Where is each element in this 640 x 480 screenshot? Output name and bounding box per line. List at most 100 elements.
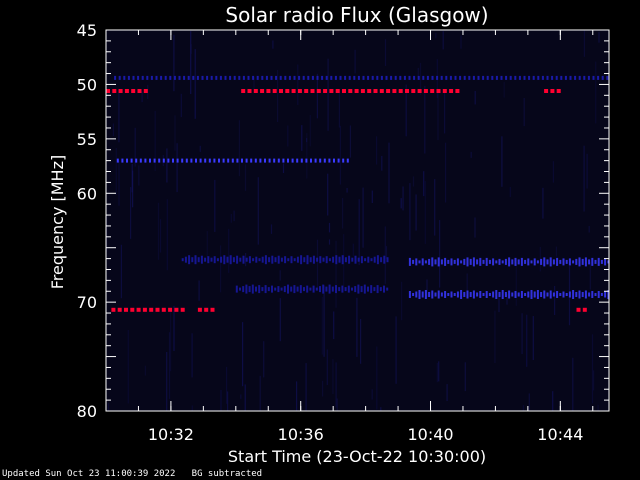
emission-band-mark [242,255,245,264]
emission-band-mark [284,256,287,264]
noise-streak [309,115,311,147]
emission-mark [183,75,186,80]
emission-band-mark [197,257,200,263]
emission-band-mark [604,291,607,298]
emission-band-mark [216,258,219,262]
emission-band-mark [370,285,373,294]
emission-band-mark [607,260,610,264]
emission-mark [564,75,567,80]
emission-band-mark [524,293,527,296]
noise-streak [157,202,160,260]
emission-mark [187,75,190,80]
emission-mark [333,158,335,163]
emission-band-mark [341,285,344,293]
noise-streak [506,293,508,305]
noise-streak [173,34,175,92]
emission-mark [117,307,122,312]
emission-mark [376,75,379,80]
emission-mark [569,75,572,80]
emission-band-mark [517,292,520,297]
emission-band-mark [239,257,242,262]
emission-mark [371,75,374,80]
emission-band-mark [360,286,363,293]
emission-band-mark [584,290,587,299]
emission-mark [196,75,199,80]
emission-band-mark [264,285,267,294]
emission-band-mark [412,293,415,296]
emission-mark [279,75,282,80]
emission-band-mark [476,292,479,297]
emission-band-mark [367,256,370,263]
emission-band-mark [472,290,475,299]
noise-streak [306,138,308,143]
emission-band-mark [376,255,379,265]
noise-streak [316,73,318,119]
emission-band-mark [572,260,575,264]
noise-streak [586,153,588,189]
emission-band-mark [444,291,447,298]
emission-band-mark [309,287,312,291]
emission-mark [206,75,209,80]
noise-streak [107,402,110,411]
noise-streak [412,176,415,187]
emission-mark [259,158,262,163]
emission-band-mark [568,291,571,298]
emission-band-mark [511,292,514,297]
emission-band-mark [341,255,344,265]
emission-band-mark [354,255,357,264]
emission-mark [455,89,460,93]
noise-streak [144,365,146,376]
noise-streak [595,61,597,124]
emission-mark [310,89,315,93]
x-tick-label: 10:44 [537,425,583,444]
emission-mark [514,75,517,80]
emission-mark [601,75,604,80]
noise-streak [166,148,168,183]
noise-streak [521,313,523,355]
noise-streak [552,391,554,411]
emission-mark [208,158,211,163]
emission-band-mark [424,290,427,299]
emission-band-mark [565,259,568,264]
emission-mark [314,158,317,163]
emission-mark [204,307,209,312]
emission-band-mark [508,290,511,299]
emission-band-mark [568,258,571,266]
emission-band-mark [559,293,562,296]
emission-band-mark [492,291,495,298]
emission-mark [323,89,328,93]
emission-band-mark [357,257,360,262]
emission-band-mark [344,257,347,263]
emission-band-mark [466,290,469,299]
emission-band-mark [562,291,565,298]
emission-mark [127,75,130,80]
noise-streak [554,286,556,315]
emission-band-mark [220,256,223,263]
emission-band-mark [383,255,386,264]
emission-band-mark [207,256,210,264]
emission-mark [560,75,563,80]
emission-mark [197,307,202,312]
noise-streak [436,363,438,383]
emission-band-mark [504,258,507,265]
x-tick-label: 10:32 [148,425,194,444]
emission-mark [254,158,257,163]
noise-streak [323,285,325,357]
emission-band-mark [338,287,341,292]
emission-band-mark [421,291,424,298]
emission-mark [379,89,384,93]
emission-band-mark [379,287,382,292]
emission-band-mark [338,256,341,263]
emission-mark [360,89,365,93]
emission-mark [587,75,590,80]
emission-mark [413,75,416,80]
noise-streak [515,264,517,306]
emission-mark [463,75,466,80]
noise-streak [474,217,476,238]
emission-band-mark [552,292,555,297]
noise-streak [228,228,230,273]
emission-band-mark [530,260,533,264]
emission-band-mark [290,256,293,264]
noise-streak [154,110,156,171]
emission-mark [523,75,526,80]
